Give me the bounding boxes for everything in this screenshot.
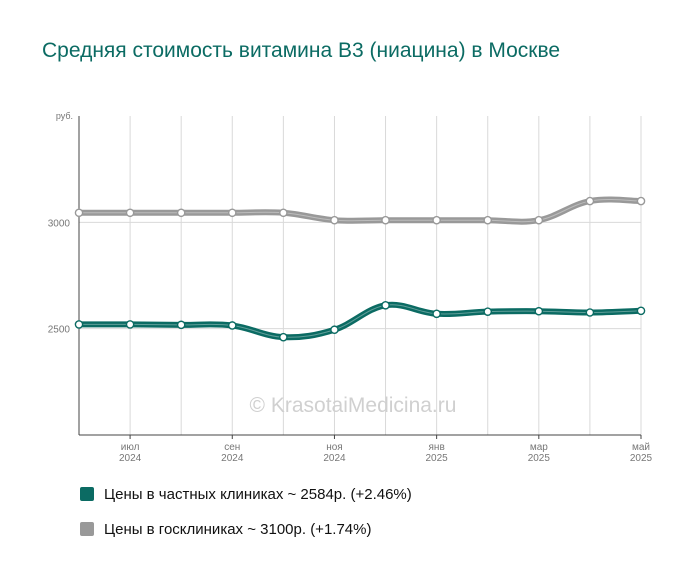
x-tick-label: 2024 [323,453,346,464]
y-tick-label: 2500 [48,325,71,336]
data-point [636,306,646,316]
series-line-highlight-1 [78,199,642,223]
data-point [585,196,595,206]
data-point [227,321,237,330]
series-line-highlight-0 [78,304,642,338]
y-unit-label: руб. [56,111,73,121]
x-tick-label: янв [429,442,445,453]
data-point [432,309,441,319]
watermark: © KrasotaiMedicina.ru [250,394,457,417]
series-line-1 [76,196,644,225]
data-point [330,325,339,335]
line-chart: 25003000руб.июл2024сен2024ноя2024янв2025… [48,111,653,464]
x-tick-label: ноя [326,442,343,453]
data-point [483,215,493,225]
x-tick-label: мар [530,442,548,453]
data-point [534,215,544,225]
data-point [585,308,595,317]
data-point [381,215,390,225]
x-tick-label: сен [224,442,240,453]
data-point [176,320,186,330]
data-point [279,208,288,218]
data-point [279,332,288,342]
legend-item-private[interactable]: Цены в частных клиниках ~ 2584р. (+2.46%… [80,484,412,504]
x-tick-label: 2025 [426,453,449,464]
x-tick-label: июл [121,442,140,453]
data-point [74,320,84,329]
chart-title: Средняя стоимость витамина B3 (ниацина) … [42,39,561,62]
x-tick-label: 2024 [221,453,244,464]
legend-label-private: Цены в частных клиниках ~ 2584р. (+2.46%… [104,485,412,503]
x-tick-label: май [632,442,650,453]
data-point [534,306,544,316]
legend-label-public: Цены в госклиниках ~ 3100р. (+1.74%) [104,520,372,538]
x-tick-label: 2025 [528,453,551,464]
legend-swatch-private [80,487,94,501]
data-point [432,215,441,225]
data-point [227,208,237,218]
data-point [125,320,135,329]
data-point [483,307,493,316]
data-point [381,300,390,310]
data-point [125,208,135,218]
y-tick-label: 3000 [48,218,71,229]
data-point [74,208,84,218]
legend-item-public[interactable]: Цены в госклиниках ~ 3100р. (+1.74%) [80,519,412,539]
legend: Цены в частных клиниках ~ 2584р. (+2.46%… [80,484,412,554]
series-line-0 [76,301,644,341]
data-point [176,208,186,218]
data-point [636,196,646,206]
data-point [330,215,339,225]
x-tick-label: 2024 [119,453,142,464]
legend-swatch-public [80,522,94,536]
x-tick-label: 2025 [630,453,653,464]
